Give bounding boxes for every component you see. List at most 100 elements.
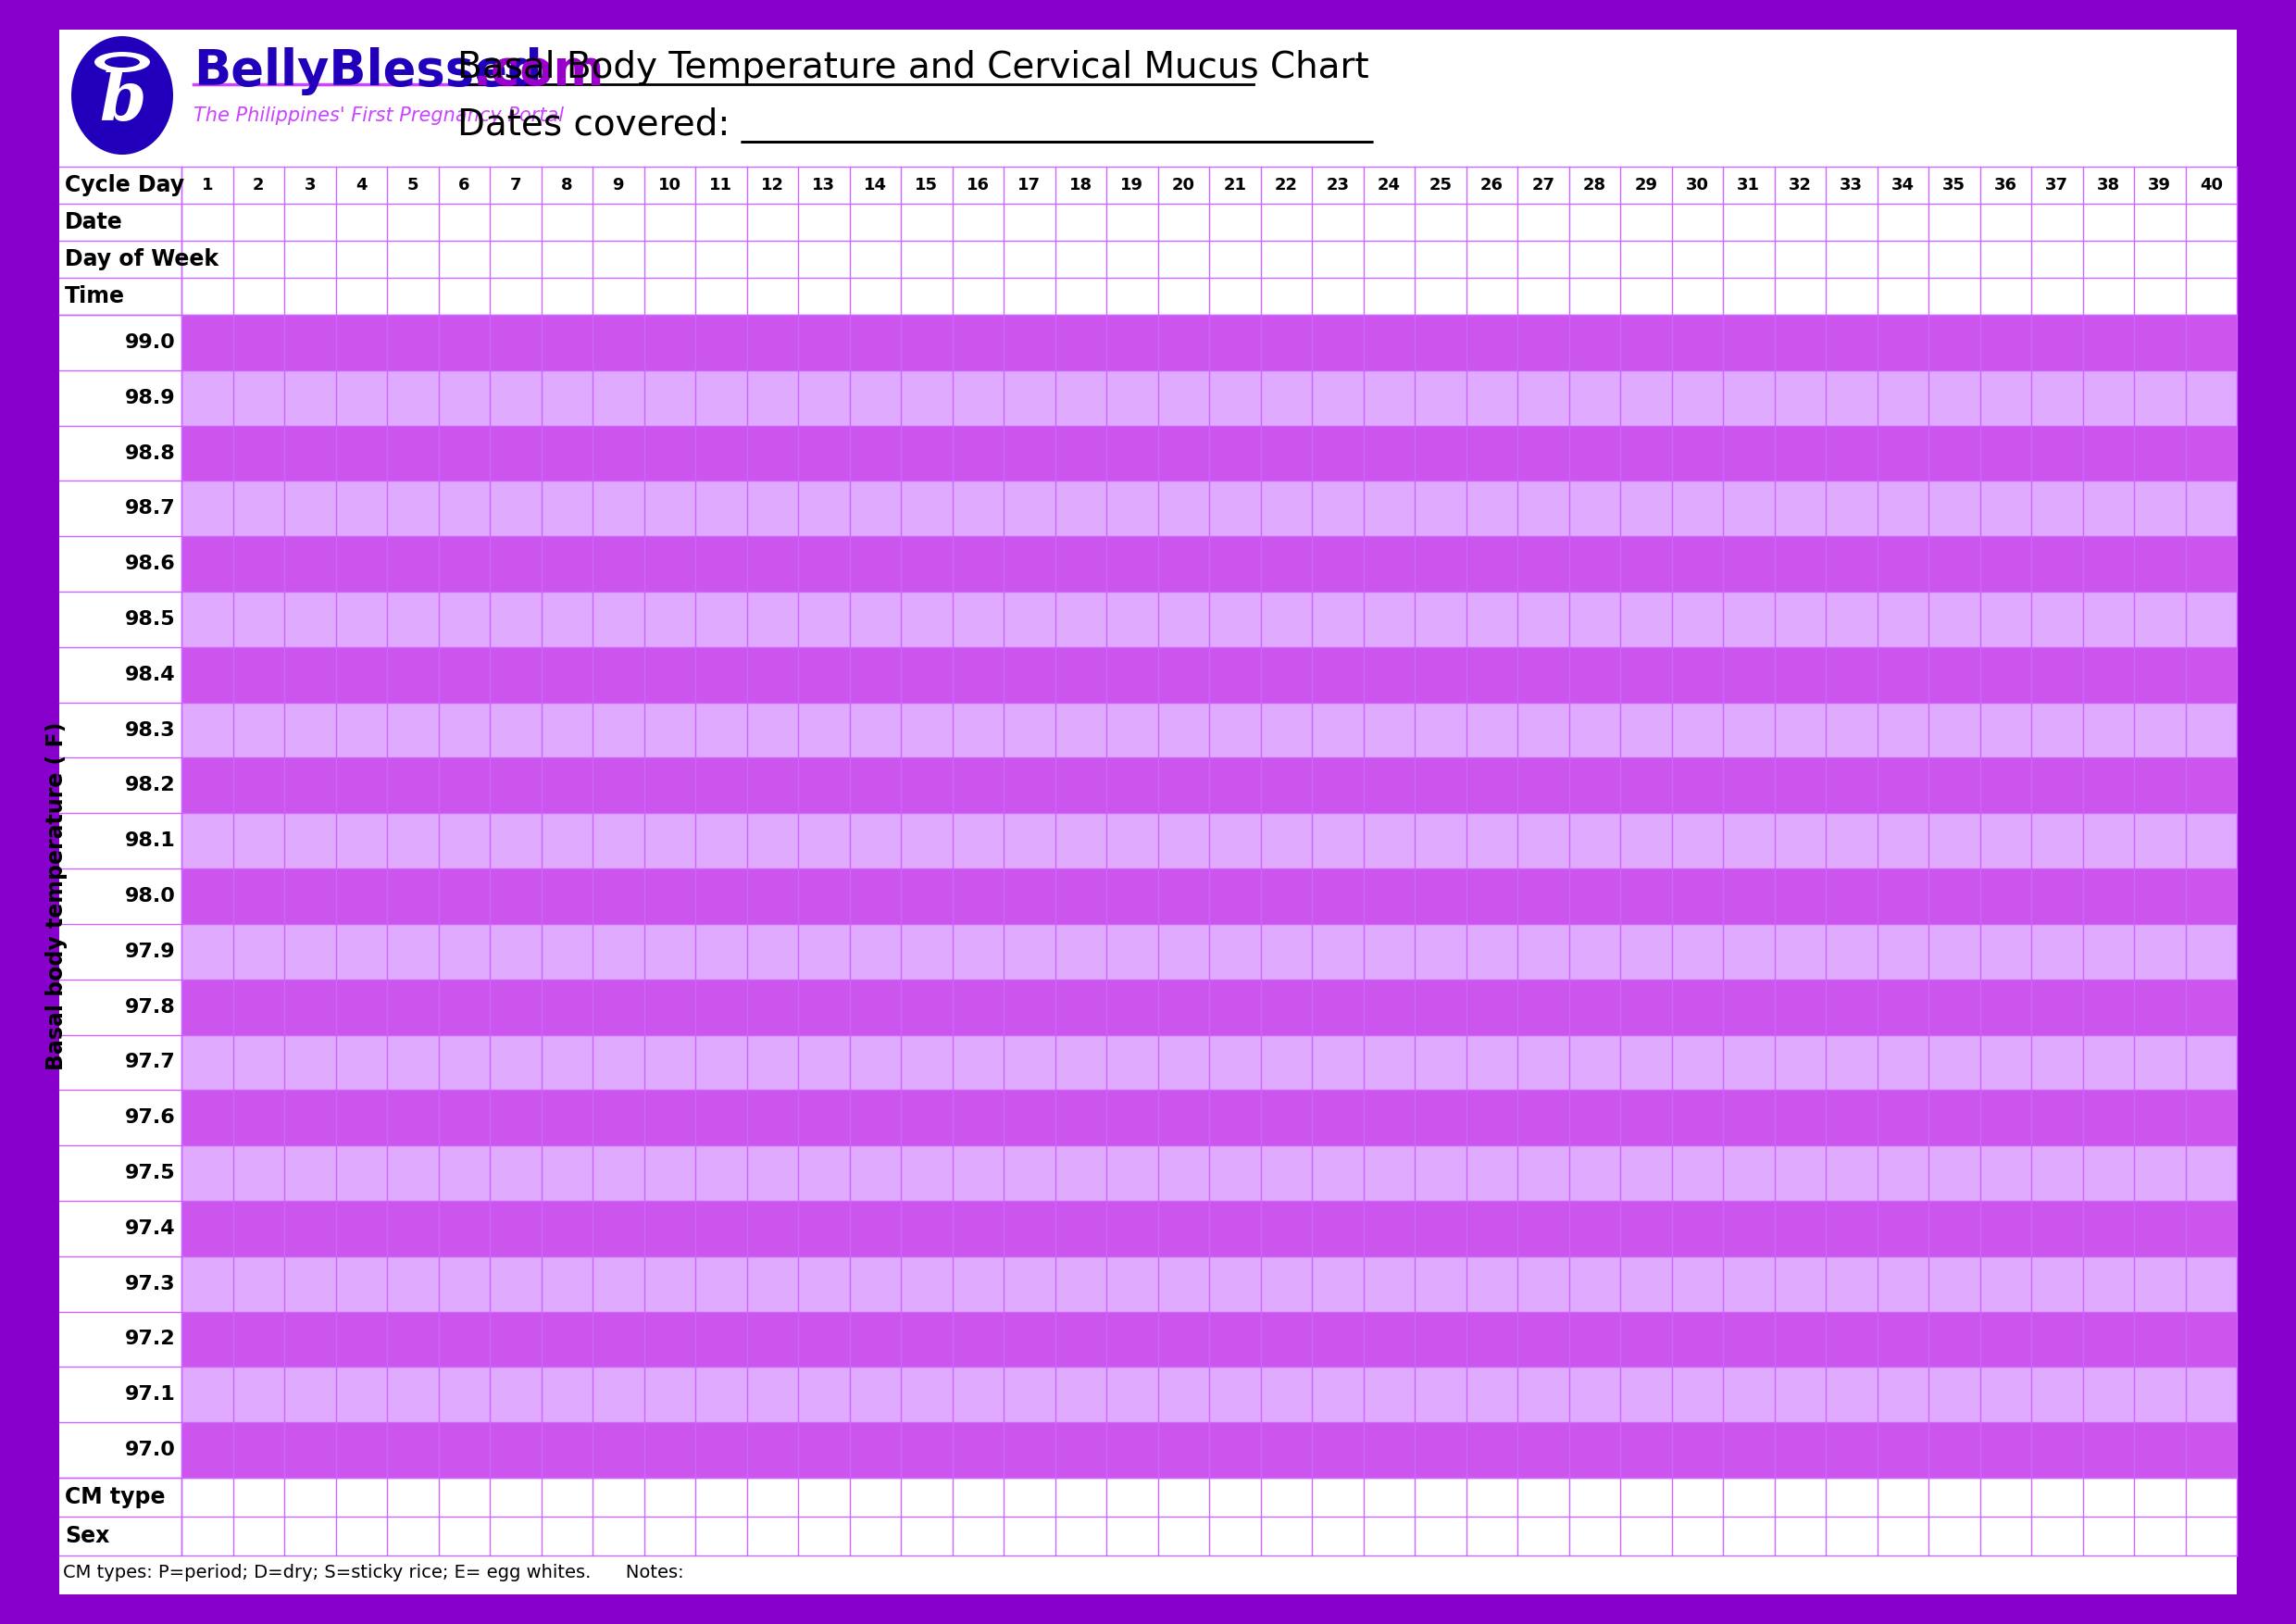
Text: 7: 7: [510, 177, 521, 193]
Text: 4: 4: [356, 177, 367, 193]
Text: 30: 30: [1685, 177, 1708, 193]
Bar: [181, 1367, 2236, 1423]
Bar: [181, 1312, 2236, 1367]
Bar: [60, 1090, 181, 1145]
Text: 97.6: 97.6: [126, 1109, 177, 1127]
Text: 24: 24: [1378, 177, 1401, 193]
Text: 25: 25: [1428, 177, 1451, 193]
Text: 15: 15: [914, 177, 939, 193]
Text: CM types: P=period; D=dry; S=sticky rice; E= egg whites.      Notes:: CM types: P=period; D=dry; S=sticky rice…: [62, 1564, 684, 1582]
Bar: [181, 1423, 2236, 1478]
Text: 40: 40: [2200, 177, 2223, 193]
Text: 6: 6: [459, 177, 471, 193]
Bar: [181, 869, 2236, 924]
Text: 18: 18: [1070, 177, 1093, 193]
Bar: [60, 1367, 181, 1423]
Bar: [2236, 29, 2266, 1595]
Text: Day of Week: Day of Week: [64, 248, 218, 270]
Text: 26: 26: [1481, 177, 1504, 193]
Text: 23: 23: [1327, 177, 1350, 193]
Bar: [181, 481, 2236, 536]
Text: 97.8: 97.8: [126, 997, 177, 1017]
Text: Date: Date: [64, 211, 124, 234]
Ellipse shape: [71, 36, 172, 154]
Text: 22: 22: [1274, 177, 1297, 193]
Text: 98.2: 98.2: [126, 776, 177, 794]
Text: BellyBlessed: BellyBlessed: [193, 47, 542, 96]
Bar: [60, 1517, 2236, 1556]
Bar: [181, 591, 2236, 646]
Text: 97.0: 97.0: [124, 1440, 177, 1460]
Text: 9: 9: [613, 177, 625, 193]
Bar: [60, 425, 181, 481]
Bar: [30, 29, 60, 1595]
Text: 21: 21: [1224, 177, 1247, 193]
Text: 98.4: 98.4: [126, 666, 177, 684]
Text: Time: Time: [64, 286, 124, 307]
Text: 33: 33: [1839, 177, 1862, 193]
Text: 11: 11: [709, 177, 732, 193]
Bar: [60, 536, 181, 591]
Bar: [181, 979, 2236, 1034]
Bar: [60, 646, 181, 703]
Text: 8: 8: [560, 177, 572, 193]
Ellipse shape: [94, 52, 149, 71]
Bar: [181, 370, 2236, 425]
Bar: [60, 924, 181, 979]
Text: 37: 37: [2046, 177, 2069, 193]
Bar: [181, 1200, 2236, 1257]
Bar: [60, 703, 181, 758]
Bar: [60, 869, 181, 924]
Text: 97.5: 97.5: [126, 1164, 177, 1182]
Bar: [181, 1257, 2236, 1312]
Text: 29: 29: [1635, 177, 1658, 193]
Bar: [60, 370, 181, 425]
Text: 98.0: 98.0: [124, 887, 177, 906]
Text: Sex: Sex: [64, 1525, 110, 1548]
Bar: [181, 315, 2236, 370]
Bar: [181, 703, 2236, 758]
Text: 31: 31: [1738, 177, 1761, 193]
Text: 97.7: 97.7: [126, 1052, 177, 1072]
Text: .com: .com: [473, 47, 604, 96]
Text: 98.3: 98.3: [126, 721, 177, 739]
Text: 98.5: 98.5: [126, 611, 177, 628]
Text: 97.4: 97.4: [126, 1220, 177, 1237]
Text: 34: 34: [1892, 177, 1915, 193]
Text: 98.1: 98.1: [126, 831, 177, 849]
Bar: [60, 1312, 181, 1367]
Text: 14: 14: [863, 177, 886, 193]
Text: 28: 28: [1582, 177, 1607, 193]
Text: 98.8: 98.8: [126, 443, 177, 463]
Bar: [60, 29, 2236, 167]
Text: 2: 2: [253, 177, 264, 193]
Bar: [60, 979, 181, 1034]
Text: 36: 36: [1993, 177, 2018, 193]
Text: 38: 38: [2096, 177, 2119, 193]
Text: b: b: [99, 68, 145, 133]
Text: 97.3: 97.3: [126, 1275, 177, 1293]
Bar: [60, 278, 2236, 315]
Bar: [60, 1200, 181, 1257]
Text: 1: 1: [202, 177, 214, 193]
Text: Dates covered: ___________________________________: Dates covered: _________________________…: [457, 107, 1373, 143]
Bar: [181, 425, 2236, 481]
Bar: [60, 1423, 181, 1478]
Text: 5: 5: [406, 177, 418, 193]
Bar: [60, 591, 181, 646]
Bar: [60, 1145, 181, 1200]
Bar: [181, 924, 2236, 979]
Bar: [181, 646, 2236, 703]
Text: 99.0: 99.0: [126, 333, 177, 352]
Bar: [60, 240, 2236, 278]
Bar: [60, 758, 181, 814]
Text: 35: 35: [1942, 177, 1965, 193]
Bar: [60, 481, 181, 536]
Bar: [181, 536, 2236, 591]
Text: 98.9: 98.9: [126, 388, 177, 408]
Text: 10: 10: [659, 177, 682, 193]
Text: 98.6: 98.6: [126, 555, 177, 573]
Bar: [181, 1145, 2236, 1200]
Bar: [60, 1478, 2236, 1517]
Text: 17: 17: [1017, 177, 1040, 193]
